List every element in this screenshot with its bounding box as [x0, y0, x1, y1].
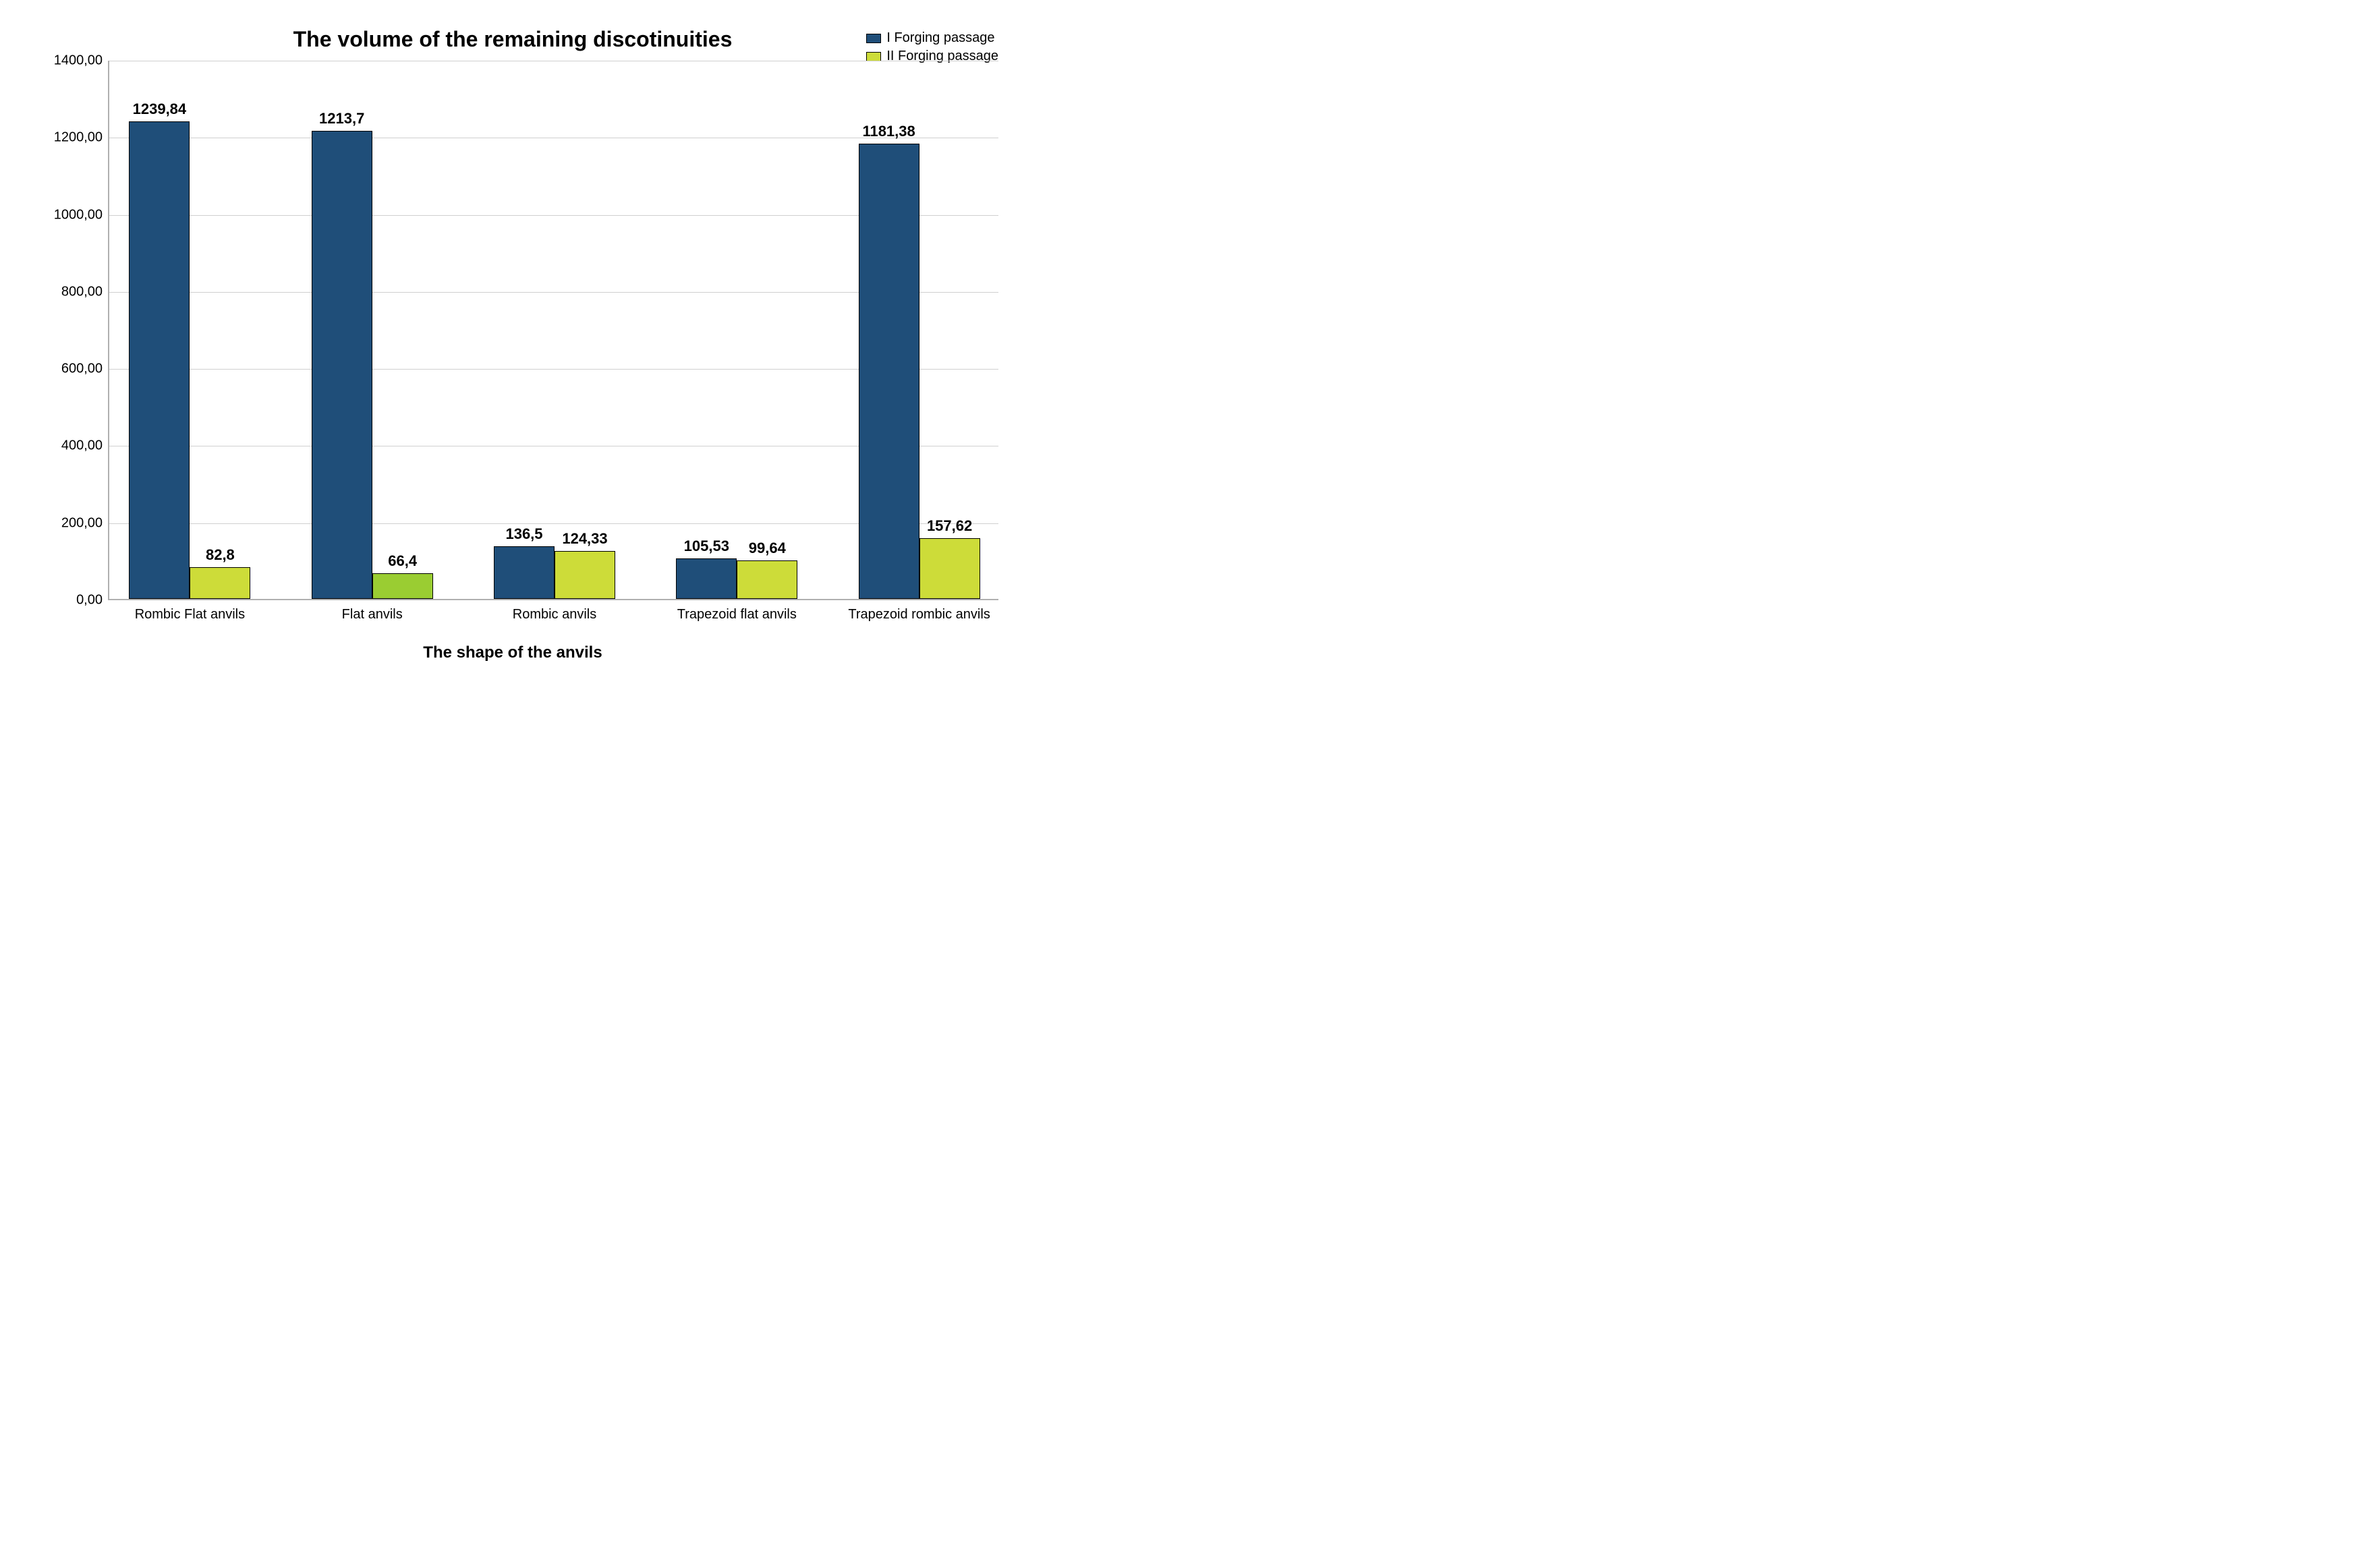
- x-tick-label: Rombic anvils: [513, 607, 596, 622]
- bar-value-label: 99,64: [749, 540, 786, 557]
- legend-swatch-1: [866, 52, 881, 61]
- bar-value-label: 82,8: [206, 546, 235, 564]
- legend-item-0: I Forging passage: [866, 30, 998, 46]
- x-axis-label: The shape of the anvils: [13, 643, 1012, 662]
- plot-area: 0,00200,00400,00600,00800,001000,001200,…: [108, 61, 998, 600]
- y-tick-label: 1400,00: [54, 53, 103, 69]
- bar-series2: 157,62: [919, 538, 980, 599]
- bar-series2: 82,8: [190, 567, 250, 599]
- bar-series2: 99,64: [737, 560, 797, 599]
- bar-series1: 105,53: [676, 558, 737, 599]
- legend-swatch-0: [866, 34, 881, 43]
- bar-series1: 1213,7: [312, 131, 372, 599]
- bar-value-label: 1239,84: [133, 100, 187, 118]
- bar-value-label: 1213,7: [319, 110, 364, 127]
- bar-value-label: 157,62: [927, 517, 972, 535]
- bar-value-label: 66,4: [388, 552, 417, 570]
- bar-value-label: 1181,38: [862, 123, 915, 140]
- x-tick-label: Trapezoid rombic anvils: [848, 607, 990, 622]
- legend-label-0: I Forging passage: [886, 30, 994, 46]
- bar-series1: 136,5: [494, 546, 555, 599]
- y-tick-label: 400,00: [61, 438, 103, 454]
- bar-series2: 66,4: [372, 573, 433, 599]
- y-tick-label: 800,00: [61, 284, 103, 299]
- bar-value-label: 105,53: [684, 538, 729, 555]
- y-tick-label: 1200,00: [54, 130, 103, 146]
- x-tick-label: Flat anvils: [342, 607, 403, 622]
- x-tick-label: Rombic Flat anvils: [135, 607, 245, 622]
- bar-series2: 124,33: [555, 551, 615, 599]
- bar-series1: 1239,84: [129, 121, 190, 599]
- y-tick-label: 0,00: [76, 593, 103, 608]
- y-tick-label: 200,00: [61, 515, 103, 531]
- bar-value-label: 136,5: [505, 525, 542, 543]
- bar-value-label: 124,33: [562, 530, 607, 548]
- chart-title: The volume of the remaining discotinuiti…: [13, 27, 1012, 52]
- bar-series1: 1181,38: [859, 144, 919, 599]
- x-tick-label: Trapezoid flat anvils: [677, 607, 797, 622]
- chart-container: The volume of the remaining discotinuiti…: [13, 13, 1012, 668]
- y-tick-label: 1000,00: [54, 207, 103, 223]
- y-tick-label: 600,00: [61, 361, 103, 377]
